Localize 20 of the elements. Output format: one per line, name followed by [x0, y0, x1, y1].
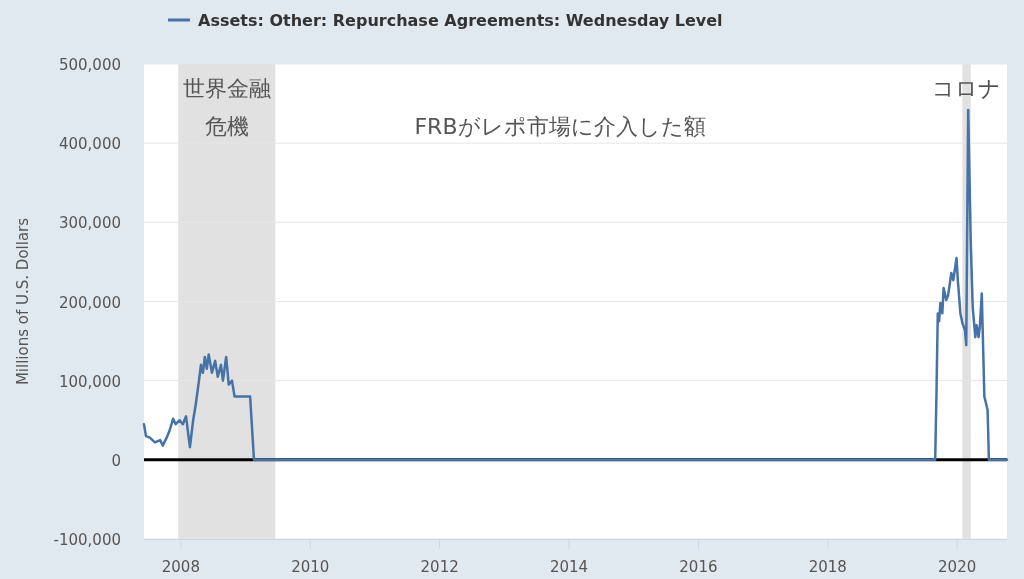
x-tick-label: 2010	[291, 558, 330, 576]
x-tick-label: 2008	[161, 558, 200, 576]
legend-label: Assets: Other: Repurchase Agreements: Wednesday Level	[198, 11, 723, 30]
annotation: FRBがレポ市場に介入した額	[414, 114, 706, 139]
x-tick-label: 2016	[679, 558, 718, 576]
x-tick-label: 2018	[808, 558, 847, 576]
y-tick-label: 500,000	[58, 56, 121, 74]
x-tick-label: 2012	[420, 558, 459, 576]
y-tick-label: 0	[111, 451, 121, 470]
x-tick-label: 2014	[549, 558, 589, 576]
y-tick-label: 100,000	[58, 372, 121, 391]
y-tick-label: -100,000	[53, 531, 121, 549]
band-label: 世界金融危機	[182, 76, 271, 139]
x-tick-label: 2020	[938, 558, 977, 576]
y-tick-label: 300,000	[58, 214, 121, 233]
line-series	[142, 108, 1009, 462]
band-label: コロナ	[932, 76, 1002, 101]
y-axis-title: Millions of U.S. Dollars	[14, 217, 32, 386]
y-tick-label: 200,000	[58, 293, 121, 312]
y-tick-label: 400,000	[58, 135, 121, 154]
